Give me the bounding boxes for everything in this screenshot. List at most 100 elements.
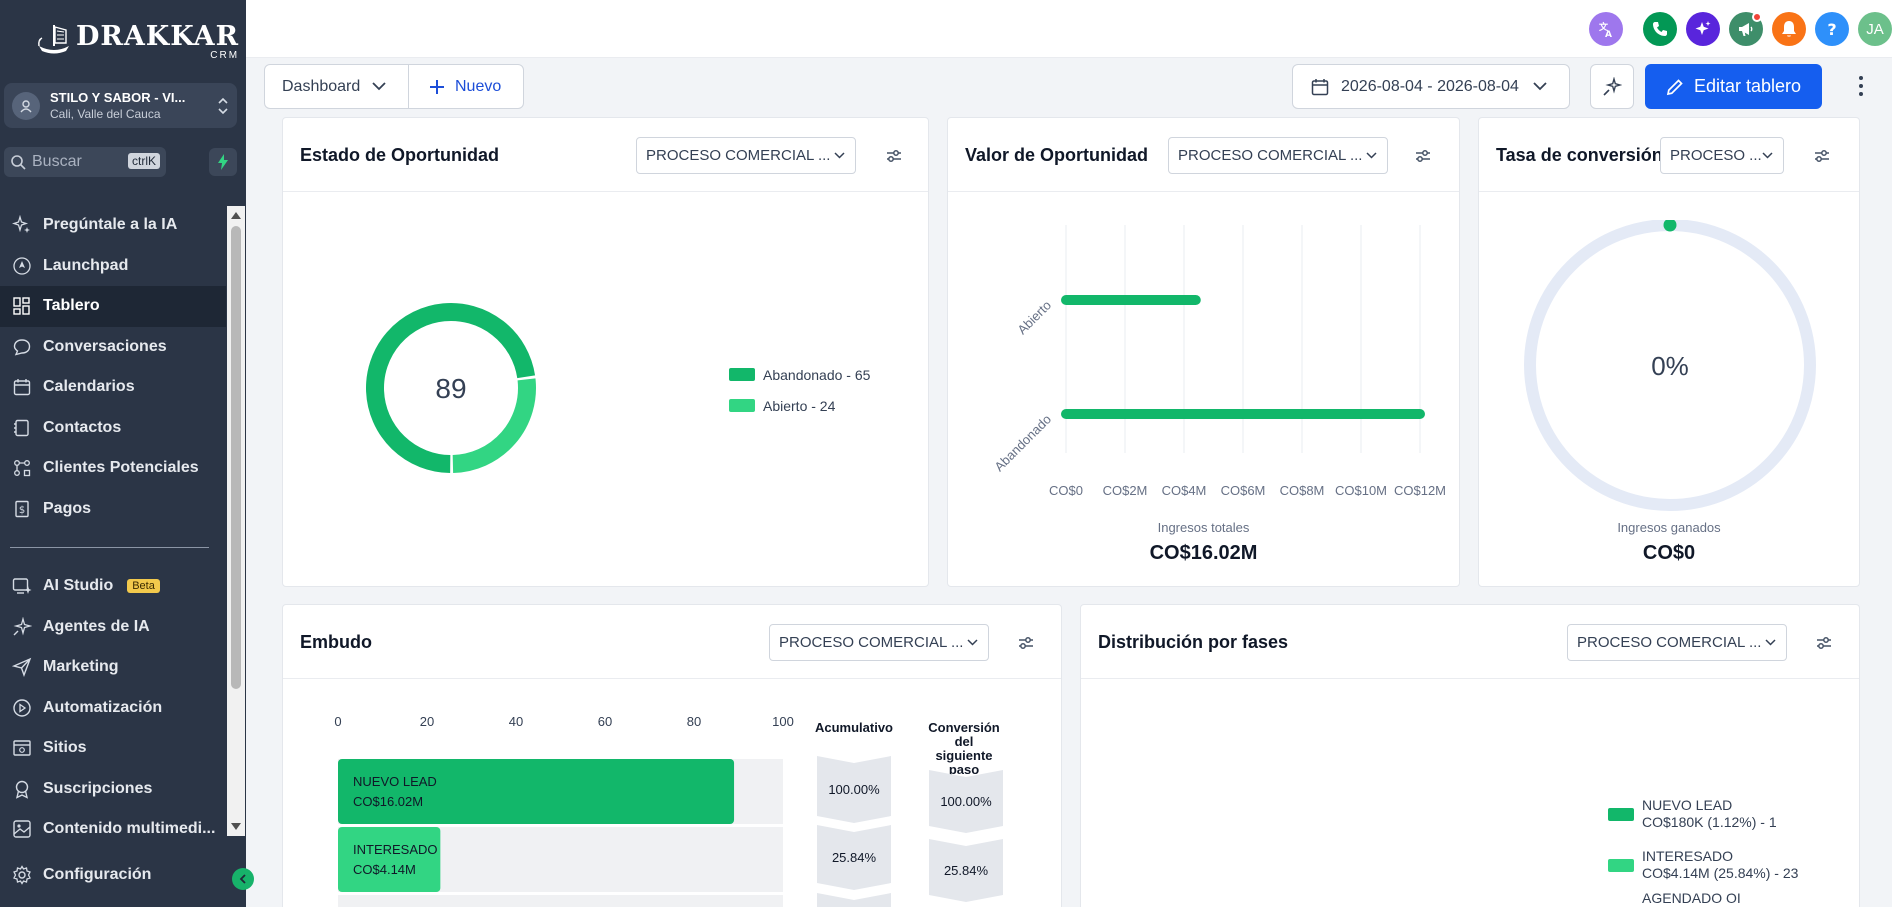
- chevron-left-icon: [239, 874, 246, 884]
- nav-label: Clientes Potenciales: [43, 459, 199, 477]
- card-title: Distribución por fases: [1098, 632, 1289, 652]
- pipeline-select[interactable]: PROCESO COMERCIAL ...: [769, 624, 989, 661]
- pipeline-select[interactable]: PROCESO COMERCIAL ...: [1567, 624, 1787, 661]
- send-icon: [12, 657, 32, 678]
- funnel-bar[interactable]: [338, 827, 441, 892]
- help-button[interactable]: ?: [1815, 12, 1849, 46]
- brand-name: DRAKKAR: [76, 21, 240, 52]
- x-tick-label: CO$10M: [1335, 483, 1387, 498]
- brand-logo[interactable]: DRAKKAR CRM: [36, 22, 239, 61]
- chevron-down-icon: [1765, 639, 1776, 646]
- pipeline-select[interactable]: PROCESO ...: [1660, 137, 1784, 174]
- new-dashboard-button[interactable]: Nuevo: [409, 65, 523, 108]
- nav-item-suscripciones[interactable]: Suscripciones: [0, 769, 226, 810]
- main-nav: Pregúntale a la IA Launchpad Tablero Con…: [0, 205, 226, 529]
- sites-icon: [12, 738, 32, 758]
- edit-dashboard-label: Editar tablero: [1693, 76, 1802, 96]
- card-valor-oportunidad: Valor de Oportunidad PROCESO COMERCIAL .…: [947, 117, 1460, 587]
- nav-label: Suscripciones: [43, 779, 153, 797]
- opportunity-status-donut: 89: [366, 303, 536, 473]
- nav-item-clientes-potenciales[interactable]: Clientes Potenciales: [0, 448, 226, 489]
- legend-label: NUEVO LEAD: [1642, 797, 1733, 813]
- scroll-thumb[interactable]: [231, 226, 241, 689]
- nav-item-tablero[interactable]: Tablero: [0, 286, 226, 327]
- cumulative-value: 100.00%: [828, 782, 880, 797]
- legend-item[interactable]: INTERESADO CO$4.14M (25.84%) - 23: [1608, 848, 1798, 882]
- filter-settings-icon[interactable]: [1017, 634, 1035, 652]
- pipeline-select[interactable]: PROCESO COMERCIAL ...: [1168, 137, 1388, 174]
- nav-item-contenido-multimedia[interactable]: Contenido multimedi...: [0, 809, 226, 850]
- ai-insights-button[interactable]: [1590, 64, 1634, 109]
- nav-label: Launchpad: [43, 256, 129, 274]
- legend-item[interactable]: NUEVO LEAD CO$180K (1.12%) - 1: [1608, 797, 1798, 831]
- secondary-nav: AI Studio Beta Agentes de IA Marketing A…: [0, 566, 226, 850]
- pipeline-select-value: PROCESO ...: [1670, 147, 1762, 164]
- nav-item-configuracion[interactable]: Configuración: [12, 865, 151, 885]
- edit-dashboard-button[interactable]: Editar tablero: [1645, 64, 1822, 109]
- ai-assistant-button[interactable]: [1686, 12, 1720, 46]
- pipeline-select[interactable]: PROCESO COMERCIAL ...: [636, 137, 856, 174]
- account-switcher[interactable]: STILO Y SABOR - VI... Cali, Valle del Ca…: [4, 83, 237, 128]
- sidebar-scrollbar[interactable]: [227, 206, 245, 836]
- x-tick-label: CO$12M: [1394, 483, 1446, 498]
- nav-item-sitios[interactable]: Sitios: [0, 728, 226, 769]
- search-input[interactable]: Buscar ctrlK: [4, 147, 166, 177]
- phone-button[interactable]: [1643, 12, 1677, 46]
- x-tick-label: 100: [772, 714, 794, 729]
- gauge-indicator: [1663, 220, 1677, 232]
- dashboard-switcher-group: Dashboard Nuevo: [264, 64, 524, 109]
- ai-studio-icon: [12, 576, 32, 596]
- donut-slice[interactable]: [452, 378, 536, 473]
- x-tick-label: CO$2M: [1103, 483, 1148, 498]
- date-range-picker[interactable]: 2026-08-04 - 2026-08-04: [1292, 64, 1570, 109]
- x-tick-label: 80: [687, 714, 701, 729]
- filter-settings-icon[interactable]: [885, 147, 903, 165]
- translate-icon: 文A: [1598, 21, 1612, 38]
- scroll-up-arrow-icon[interactable]: [231, 212, 241, 219]
- notifications-button[interactable]: [1772, 12, 1806, 46]
- dashboard-select[interactable]: Dashboard: [265, 65, 409, 108]
- more-options-icon[interactable]: [1858, 74, 1864, 98]
- nav-item-launchpad[interactable]: Launchpad: [0, 246, 226, 287]
- rocket-icon: [12, 256, 32, 276]
- funnel-bar[interactable]: [338, 759, 735, 824]
- nav-label: Agentes de IA: [43, 617, 150, 635]
- total-revenue-value: CO$16.02M: [1149, 542, 1258, 564]
- nav-item-ask-ai[interactable]: Pregúntale a la IA: [0, 205, 226, 246]
- x-tick-label: CO$0: [1049, 483, 1083, 498]
- nav-item-agentes-ia[interactable]: Agentes de IA: [0, 607, 226, 648]
- nav-item-pagos[interactable]: $ Pagos: [0, 489, 226, 530]
- card-distribucion-fases: Distribución por fases PROCESO COMERCIAL…: [1080, 604, 1860, 907]
- card-estado-oportunidad: Estado de Oportunidad PROCESO COMERCIAL …: [282, 117, 929, 587]
- header-line: siguiente: [935, 748, 993, 763]
- legend-item[interactable]: AGENDADO OI: [1608, 890, 1798, 907]
- donut-slice[interactable]: [366, 303, 536, 473]
- pipeline-select-value: PROCESO COMERCIAL ...: [646, 147, 831, 164]
- filter-settings-icon[interactable]: [1815, 634, 1833, 652]
- funnel-stage-label: NUEVO LEAD: [353, 774, 437, 789]
- card-header: Estado de Oportunidad PROCESO COMERCIAL …: [283, 118, 928, 192]
- filter-settings-icon[interactable]: [1813, 147, 1831, 165]
- nav-item-automatizacion[interactable]: Automatización: [0, 688, 226, 729]
- nav-item-calendarios[interactable]: Calendarios: [0, 367, 226, 408]
- chevron-down-icon: [1366, 152, 1377, 159]
- lightning-icon: [218, 154, 228, 170]
- nav-item-conversaciones[interactable]: Conversaciones: [0, 327, 226, 368]
- nav-item-contactos[interactable]: Contactos: [0, 408, 226, 449]
- quick-action-button[interactable]: [209, 148, 237, 176]
- nav-item-marketing[interactable]: Marketing: [0, 647, 226, 688]
- legend-item[interactable]: Abandonado - 65: [729, 359, 870, 390]
- legend-swatch: [1608, 807, 1634, 821]
- filter-settings-icon[interactable]: [1414, 147, 1432, 165]
- card-header: Embudo PROCESO COMERCIAL ...: [283, 605, 1061, 679]
- funnel-chevron: [929, 839, 1003, 902]
- announcements-button[interactable]: [1729, 12, 1763, 46]
- legend-item[interactable]: Abierto - 24: [729, 390, 870, 421]
- funnel-stage-amount: CO$16.02M: [353, 794, 423, 809]
- user-avatar[interactable]: JA: [1858, 12, 1892, 46]
- scroll-down-arrow-icon[interactable]: [231, 823, 241, 830]
- collapse-sidebar-button[interactable]: [232, 868, 254, 890]
- beta-badge: Beta: [127, 579, 160, 594]
- nav-item-ai-studio[interactable]: AI Studio Beta: [0, 566, 226, 607]
